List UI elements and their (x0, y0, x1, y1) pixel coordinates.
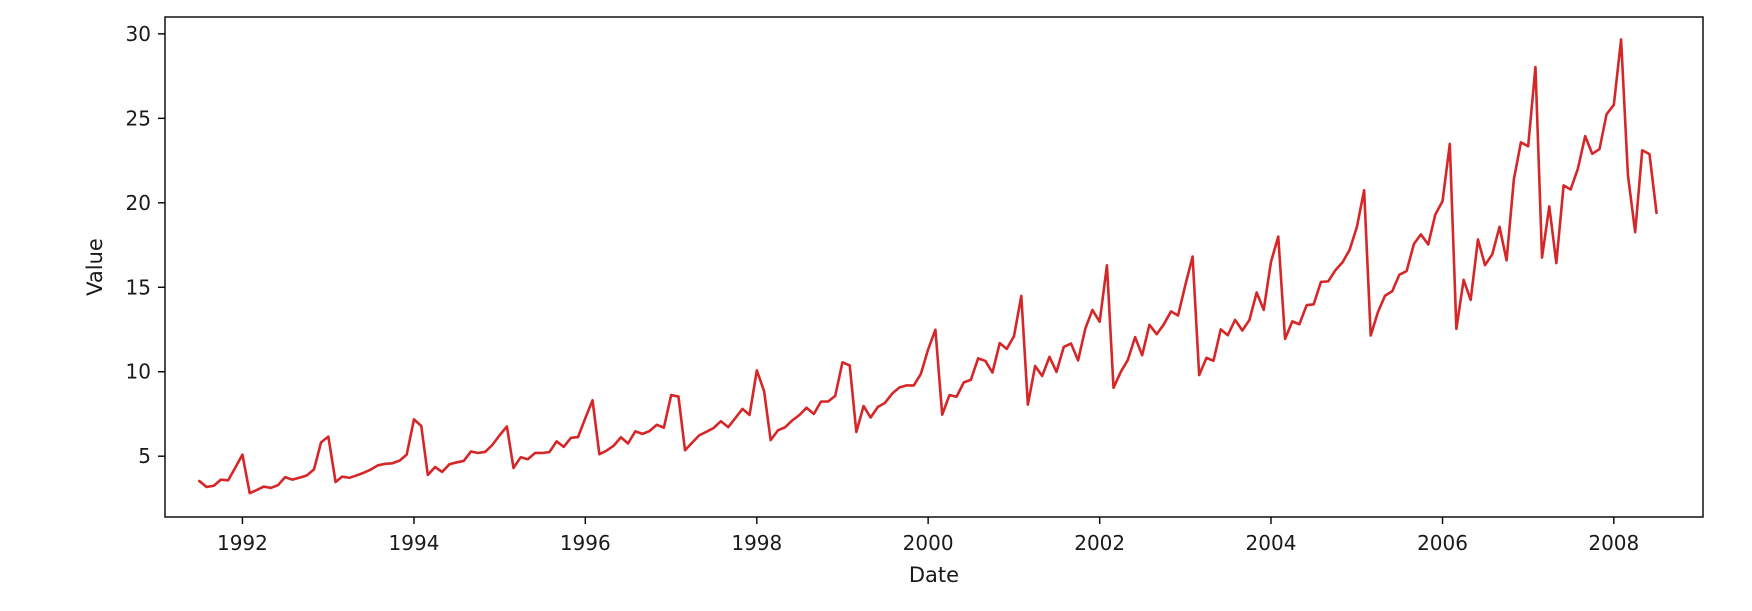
y-tick-label: 30 (126, 22, 151, 46)
y-tick-label: 15 (126, 275, 151, 299)
x-tick-label: 2000 (903, 531, 954, 555)
y-tick-label: 5 (138, 444, 151, 468)
x-axis-label: Date (909, 563, 959, 587)
x-tick-label: 1992 (217, 531, 268, 555)
x-tick-label: 2002 (1074, 531, 1125, 555)
series-line-0 (197, 38, 1658, 495)
plot-area (197, 38, 1658, 495)
x-tick-label: 2004 (1246, 531, 1297, 555)
x-tick-label: 1998 (731, 531, 782, 555)
x-tick-label: 2008 (1588, 531, 1639, 555)
x-tick-label: 2006 (1417, 531, 1468, 555)
y-axis-label: Value (83, 238, 107, 296)
x-tick-label: 1996 (560, 531, 611, 555)
y-tick-label: 10 (126, 360, 151, 384)
x-tick-label: 1994 (389, 531, 440, 555)
y-axis: 5 10 15 20 25 30 (126, 22, 165, 468)
y-tick-label: 25 (126, 106, 151, 130)
plot-frame (164, 16, 1704, 518)
x-axis: 1992 1994 1996 1998 2000 2002 2004 2006 2008 (217, 517, 1639, 555)
y-tick-label: 20 (126, 191, 151, 215)
